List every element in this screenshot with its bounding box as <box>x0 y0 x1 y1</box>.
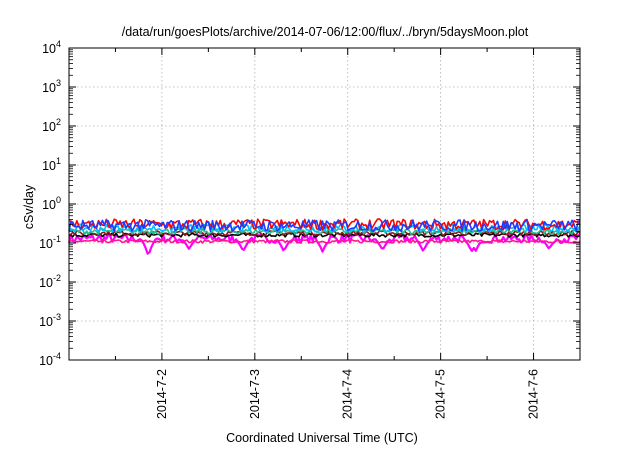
y-tick-label: 10-2 <box>39 273 61 290</box>
series-layer <box>67 218 581 255</box>
series-line <box>68 219 581 233</box>
y-tick-label: 100 <box>42 195 61 212</box>
x-tick-label: 2014-7-6 <box>527 369 541 419</box>
y-tick-label: 102 <box>42 117 61 134</box>
x-axis-label: Coordinated Universal Time (UTC) <box>226 431 418 445</box>
axes <box>68 47 581 361</box>
y-tick-label: 10-4 <box>39 351 61 368</box>
y-tick-label: 101 <box>42 156 61 173</box>
tick-labels: 10-4 10-3 10-2 10-1 100 101 102 103 104 2014-7-2 2… <box>39 39 540 419</box>
series-line <box>68 239 581 244</box>
chart-title: /data/run/goesPlots/archive/2014-07-06/1… <box>122 25 529 39</box>
x-tick-label: 2014-7-5 <box>434 369 448 419</box>
grid <box>69 48 580 360</box>
series-line <box>68 232 581 238</box>
y-tick-label: 103 <box>42 78 61 95</box>
y-tick-label: 10-3 <box>39 312 61 329</box>
y-axis-label: cSv/day <box>22 184 36 229</box>
series-line <box>67 233 581 255</box>
x-tick-label: 2014-7-4 <box>341 369 355 419</box>
x-tick-label: 2014-7-2 <box>155 369 169 419</box>
y-tick-label: 10-1 <box>39 234 61 251</box>
x-tick-label: 2014-7-3 <box>248 369 262 419</box>
y-tick-label: 104 <box>42 39 61 56</box>
